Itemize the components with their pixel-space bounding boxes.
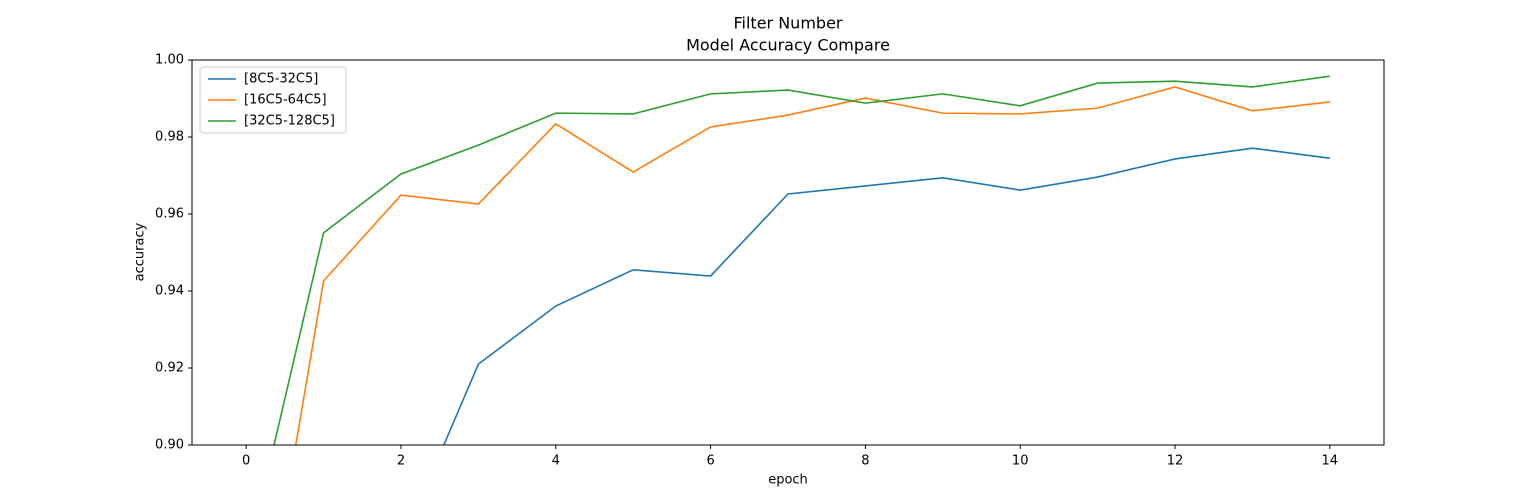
x-axis-label: epoch <box>768 473 808 488</box>
series-line <box>294 86 1330 445</box>
x-tick-label: 2 <box>397 454 405 469</box>
legend-box <box>199 66 347 134</box>
x-tick-label: 12 <box>1167 454 1184 469</box>
plot-area <box>273 75 1330 445</box>
y-tick-label: 0.90 <box>155 438 184 453</box>
legend-label: [16C5-64C5] <box>244 93 327 108</box>
x-tick-label: 10 <box>1012 454 1029 469</box>
series-line <box>442 147 1330 445</box>
legend-label: [8C5-32C5] <box>244 72 318 87</box>
y-tick-label: 0.98 <box>155 130 184 145</box>
chart-title: Filter Number <box>734 14 843 33</box>
series-line <box>273 75 1330 445</box>
x-tick-label: 6 <box>706 454 714 469</box>
x-tick-label: 4 <box>552 454 560 469</box>
x-tick-label: 8 <box>861 454 869 469</box>
legend-label: [32C5-128C5] <box>244 114 335 129</box>
y-tick-label: 1.00 <box>155 53 184 68</box>
chart-subtitle: Model Accuracy Compare <box>686 36 890 55</box>
y-tick-label: 0.96 <box>155 207 184 222</box>
plot-frame <box>191 59 1385 446</box>
y-tick-label: 0.92 <box>155 361 184 376</box>
x-tick-label: 14 <box>1322 454 1339 469</box>
x-tick-label: 0 <box>242 454 250 469</box>
y-tick-label: 0.94 <box>155 284 184 299</box>
y-axis-label: accuracy <box>133 222 148 281</box>
